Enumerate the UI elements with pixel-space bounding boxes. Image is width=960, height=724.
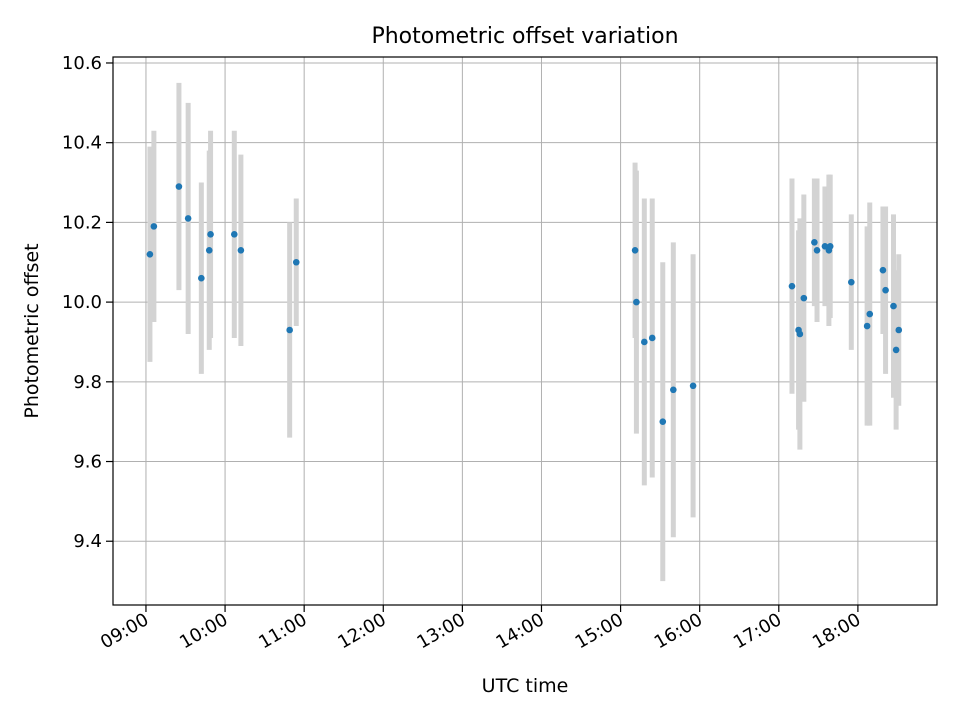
point-layer: [146, 183, 903, 425]
y-tick-label: 9.6: [73, 452, 102, 473]
data-point: [230, 231, 238, 238]
data-point: [198, 274, 205, 282]
x-axis-label: UTC time: [482, 675, 569, 697]
data-point: [848, 278, 855, 286]
y-tick-label: 10.2: [62, 212, 102, 233]
data-point: [286, 326, 293, 334]
data-point: [800, 294, 808, 302]
data-point: [689, 382, 697, 390]
data-point: [811, 239, 818, 246]
data-point: [788, 282, 796, 290]
y-tick-label: 10.6: [62, 53, 102, 74]
data-point: [237, 246, 245, 254]
data-point: [890, 302, 897, 310]
data-point: [146, 250, 154, 258]
data-point: [659, 418, 667, 425]
y-axis-label: Photometric offset: [21, 243, 43, 418]
data-point: [205, 246, 213, 254]
data-point: [207, 231, 214, 238]
y-tick-label: 10.0: [62, 292, 102, 313]
data-point: [882, 286, 889, 294]
y-tick-label: 10.4: [62, 133, 102, 154]
data-point: [292, 258, 300, 266]
data-point: [866, 310, 874, 318]
data-point: [641, 338, 648, 346]
data-point: [826, 243, 834, 250]
y-tick-label: 9.8: [73, 372, 102, 393]
data-point: [633, 298, 640, 306]
data-point: [796, 330, 804, 338]
data-point: [184, 215, 192, 222]
data-point: [631, 246, 639, 254]
data-point: [895, 326, 903, 334]
data-point: [879, 266, 887, 274]
data-point: [175, 183, 183, 190]
y-tick-label: 9.4: [73, 531, 102, 552]
data-point: [813, 246, 821, 254]
chart-title: Photometric offset variation: [371, 24, 678, 49]
y-axis: 9.4 9.6 9.8 10.0 10.2 10.4 10.6: [62, 53, 113, 552]
plot-frame: [112, 56, 938, 606]
data-point: [150, 223, 158, 230]
data-point: [670, 386, 677, 394]
data-point: [863, 322, 871, 330]
data-point: [892, 346, 900, 354]
data-point: [648, 334, 656, 342]
